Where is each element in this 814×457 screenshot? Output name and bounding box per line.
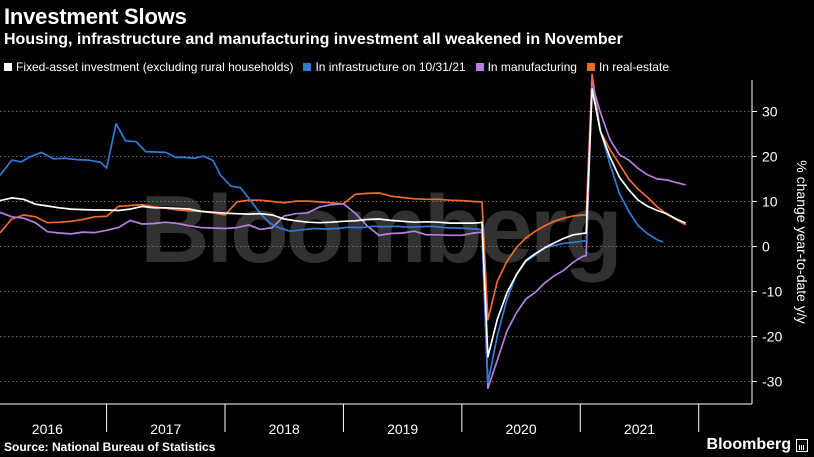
watermark: Bloomberg: [140, 176, 620, 283]
chart-subtitle: Housing, infrastructure and manufacturin…: [4, 31, 623, 48]
series-line-0: [0, 88, 687, 358]
x-tick-label-2021: 2021: [624, 421, 655, 437]
grid-lines: [0, 111, 752, 382]
x-tick-label-2017: 2017: [150, 421, 181, 437]
x-axis: 2016 2017 2018 2019 2020 2021: [0, 403, 752, 437]
legend-item-fixed-asset: Fixed-asset investment (excluding rural …: [4, 60, 293, 74]
y-tick-label: -10: [762, 284, 782, 300]
legend-item-real-estate: In real-estate: [586, 60, 669, 74]
legend-item-manufacturing: In manufacturing: [475, 60, 577, 74]
series-layer: [0, 73, 687, 390]
source-note: Source: National Bureau of Statistics: [4, 440, 216, 454]
y-tick-label: 20: [762, 149, 778, 165]
y-tick-label: 0: [762, 239, 770, 255]
y-tick-label: -20: [762, 329, 782, 345]
legend-label-fixed-asset: Fixed-asset investment (excluding rural …: [16, 60, 294, 74]
x-tick-label-2019: 2019: [387, 421, 418, 437]
legend-swatch-infrastructure: [303, 63, 312, 71]
brand-chart-icon: [796, 438, 808, 452]
y-tick-label: 10: [762, 194, 778, 210]
legend-label-real-estate: In real-estate: [598, 60, 669, 74]
chart-title: Investment Slows: [4, 4, 187, 29]
legend-swatch-manufacturing: [475, 63, 484, 71]
x-tick-label-2016: 2016: [32, 421, 63, 437]
y-axis-label: % change year-to-date y/y: [794, 160, 810, 323]
series-line-1: [0, 86, 664, 384]
legend-item-infrastructure: In infrastructure on 10/31/21: [303, 60, 466, 74]
legend-swatch-fixed-asset: [4, 63, 12, 71]
legend-label-infrastructure: In infrastructure on 10/31/21: [315, 60, 466, 74]
brand-logo: Bloomberg: [707, 436, 808, 454]
brand-name: Bloomberg: [706, 436, 791, 453]
legend-label-manufacturing: In manufacturing: [487, 60, 577, 74]
x-tick-label-2018: 2018: [269, 421, 300, 437]
x-tick-label-2020: 2020: [505, 421, 536, 437]
y-tick-label: 30: [762, 104, 778, 120]
y-axis: 30 20 10 0 -10 -20 -30: [751, 80, 782, 404]
legend: Fixed-asset investment (excluding rural …: [4, 60, 669, 74]
legend-swatch-real-estate: [586, 63, 595, 71]
y-tick-label: -30: [762, 374, 782, 390]
